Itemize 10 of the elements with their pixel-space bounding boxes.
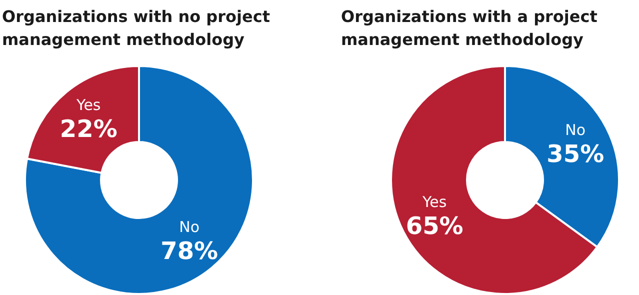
slice-label: No xyxy=(179,218,200,236)
data-label: 65% xyxy=(406,212,464,240)
slice-label: Yes xyxy=(76,96,101,114)
slice-label: No xyxy=(565,121,586,140)
data-label: 78% xyxy=(160,236,218,265)
data-label: 35% xyxy=(546,140,604,168)
chart-title: Organizations with a project management methodology xyxy=(341,7,603,49)
slice-label: Yes xyxy=(422,192,447,211)
chart-title: Organizations with no project management methodology xyxy=(2,7,276,49)
data-label: 22% xyxy=(60,115,118,144)
